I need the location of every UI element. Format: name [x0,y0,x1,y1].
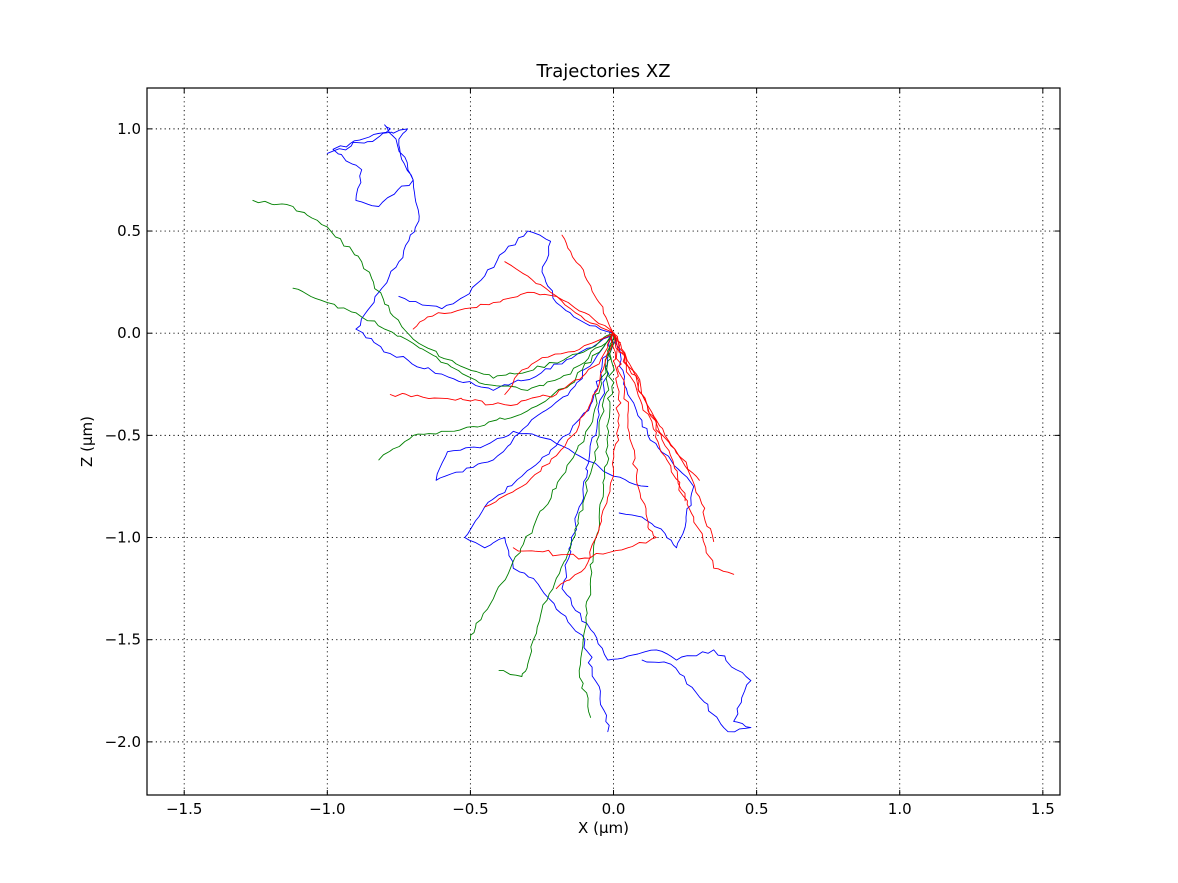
y-tick-label: −1.0 [105,529,141,547]
trajectory-line [504,332,614,395]
trajectory-line [613,332,735,575]
x-tick-label: 1.0 [888,800,912,818]
trajectory-line [504,261,614,334]
trajectory-line [498,332,616,677]
trajectory-line [464,332,614,733]
trajectory-line [398,230,614,334]
trajectory-line [613,332,715,543]
tick-marks [147,88,1060,795]
trajectory-line [512,332,657,560]
x-tick-label: 1.5 [1031,800,1055,818]
x-tick-label: −1.5 [166,800,202,818]
y-axis-label: Z (μm) [78,416,96,467]
x-axis-label: X (μm) [578,819,629,837]
trajectory-line [561,332,752,733]
x-tick-label: −1.0 [309,800,345,818]
chart-title: Trajectories XZ [535,61,670,82]
y-tick-label: −2.0 [105,733,141,751]
y-tick-label: 0.0 [117,324,141,342]
trajectory-line [378,332,614,461]
y-tick-label: −0.5 [105,426,141,444]
x-tick-label: 0.5 [745,800,769,818]
trajectory-line [435,332,649,487]
y-tick-label: 1.0 [117,120,141,138]
plot-frame [146,87,1061,796]
trajectory-line [252,199,614,379]
trajectory-line [469,332,614,641]
x-tick-label: −0.5 [452,800,488,818]
y-tick-label: −1.5 [105,631,141,649]
y-tick-label: 0.5 [117,222,141,240]
trajectory-line [613,332,695,549]
x-tick-labels: −1.5 −1.0 −0.5 0.0 0.5 1.0 1.5 [166,800,1055,818]
trajectory-line [484,332,614,508]
trajectory-line [613,332,686,502]
trajectory-line [555,332,622,590]
trajectory-traces [252,124,752,733]
y-tick-labels: 1.0 0.5 0.0 −0.5 −1.0 −1.5 −2.0 [105,120,141,751]
trajectory-line [389,332,614,406]
trajectory-line [561,234,614,334]
trajectory-line [326,124,614,391]
trajectory-line [412,291,614,334]
x-tick-label: 0.0 [602,800,626,818]
trajectory-line [613,332,700,481]
trajectory-line [292,287,614,391]
